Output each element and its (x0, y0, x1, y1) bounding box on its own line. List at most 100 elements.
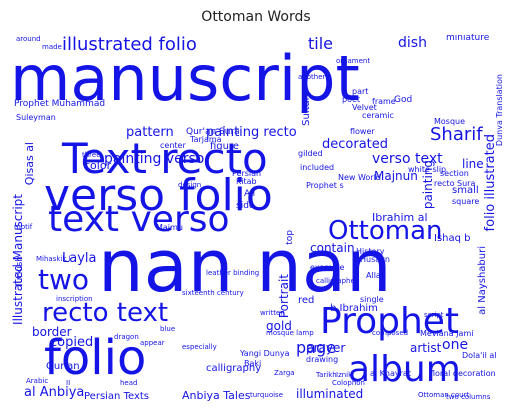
chart-title: Ottoman Words (201, 9, 311, 25)
word-text-recto: Text recto (62, 134, 268, 183)
word-recto-sura: recto Sura (434, 179, 476, 188)
word-pattern: pattern (126, 125, 174, 140)
word-colophon: Colophon (332, 379, 365, 387)
word-majnun: Majnun (374, 169, 418, 183)
word-recto-text: recto text (42, 298, 169, 328)
word-new-world: New World (338, 173, 381, 182)
word-ali: Ali (244, 189, 256, 199)
word-yangi-dunya: Yangi Dunya (240, 349, 290, 358)
word-ii: II (66, 379, 71, 387)
word-b-ibrahim: b Ibrahim (330, 303, 378, 314)
word-two: two (38, 263, 90, 296)
word-al-nayshaburi: al Nayshaburi (477, 246, 488, 315)
word-turquoise: turquoise (250, 391, 283, 399)
word-ottoman-court: Ottoman court (418, 391, 470, 399)
word-painting-recto: painting recto (206, 125, 297, 140)
word-square: square (452, 197, 480, 206)
word-ishaq-b: Ishaq b (434, 233, 471, 244)
word-history: History (356, 247, 385, 256)
word-verso-folio: verso folio (44, 170, 273, 221)
word-one: one (442, 337, 469, 353)
word-suleyman: Suleyman (16, 113, 56, 122)
word-copied: copied (50, 335, 94, 350)
word-baki: Baki (244, 359, 262, 368)
word-side: side (236, 201, 255, 211)
word-qisas-al: Qisas al (23, 142, 36, 186)
word-included: included (300, 163, 335, 172)
word-figure: figure (210, 141, 240, 152)
word-color: color (84, 159, 112, 172)
word-inscription: inscription (56, 295, 93, 303)
word-persian-texts: Persian Texts (84, 391, 150, 402)
word-prophet-muhammad: Prophet Muhammad (14, 99, 106, 109)
word-zarga: Zarga (274, 369, 295, 377)
word-single: single (360, 295, 384, 304)
word-prayer: prayer (306, 341, 346, 355)
word-tile: tile (308, 34, 334, 53)
word-top: top (285, 230, 295, 245)
word-sixteenth-century: sixteenth century (182, 289, 244, 297)
word-iznik: Iznik (336, 371, 353, 379)
word-folio: folio (44, 330, 147, 386)
word-kitab: Kitab (236, 177, 257, 186)
word-ottoman: Ottoman (328, 216, 443, 246)
word-head: head (120, 379, 138, 387)
word-velvet: Velvet (352, 103, 377, 112)
word-dunya-translation: Dunya Translation (495, 74, 502, 147)
word-gold: gold (266, 319, 292, 333)
word-another: another (298, 73, 326, 81)
word-majmu: Majmu (156, 223, 183, 232)
word-drawing: drawing (306, 355, 339, 364)
word-blue: blue (160, 325, 176, 333)
word-section: section (440, 169, 469, 178)
word-miniature: miniature (446, 34, 490, 43)
word-quran: Qur'an (46, 361, 80, 372)
word-part: part (352, 87, 369, 96)
word-husayn: Husayn (360, 255, 390, 264)
word-three: three (82, 151, 101, 159)
word-white-slip: white slip (408, 165, 447, 174)
word-floral-decoration: floral decoration (430, 369, 496, 378)
word-calligrapher: calligrapher (316, 277, 358, 285)
word-around: around (16, 35, 41, 43)
word-turkish: Turkish (15, 256, 25, 288)
word-frame: frame (372, 97, 396, 106)
word-small: small (452, 185, 479, 196)
word-verso-text: verso text (372, 151, 443, 167)
word-dish: dish (398, 35, 427, 51)
word-composed: composed (372, 329, 409, 337)
word-anbiya-tales: Anbiya Tales (182, 389, 251, 402)
word-page: page (296, 338, 336, 357)
word-al-khayrat: al Khayrat (370, 369, 411, 378)
word-written: written (260, 309, 285, 317)
word-god: God (394, 95, 413, 105)
word-persian: Persian (232, 169, 262, 178)
word-text-verso: text verso (48, 199, 230, 240)
word-album: album (348, 349, 461, 390)
word-made: made (42, 43, 62, 51)
word-tarikh: Tarikh (316, 371, 337, 379)
word-flower: flower (350, 127, 375, 136)
word-line: line (462, 157, 484, 171)
word-cloud: manuscript Text recto verso folio text v… (10, 34, 502, 406)
word-dragon: dragon (114, 333, 139, 341)
word-contain: contain (310, 241, 355, 255)
word-gilded: gilded (298, 149, 323, 158)
word-nan-nan: nan nan (98, 224, 392, 308)
word-decorated: decorated (322, 137, 389, 152)
word-layla: Layla (62, 251, 97, 266)
word-ceramic: ceramic (362, 111, 394, 120)
word-motif: motif (14, 223, 33, 231)
word-quran-sura: Qur'an Sura (186, 127, 240, 137)
word-folio-illustrated: folio illustrated (483, 134, 498, 232)
word-sultan: Sultan (301, 94, 312, 126)
word-illustrated-folio: illustrated folio (62, 34, 197, 55)
word-manuscript: manuscript (10, 42, 360, 115)
word-prophet: Prophet (320, 301, 460, 342)
word-leather-binding: leather binding (206, 269, 260, 277)
word-mosque-lamp: mosque lamp (266, 329, 314, 337)
word-calligraphy: calligraphy (206, 363, 262, 374)
word-design: design (178, 181, 202, 189)
word-prophets: Prophet s (306, 181, 344, 190)
word-dolaril: Dola'il al (462, 351, 497, 360)
